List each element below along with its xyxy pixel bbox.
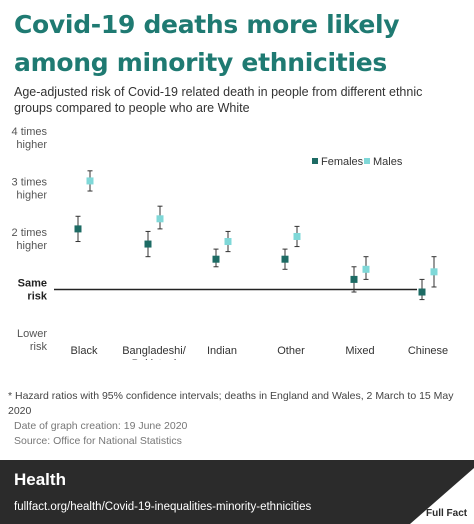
chart-title: Covid-19 deaths more likely among minori… — [14, 10, 400, 77]
footer-brand: Full Fact — [426, 508, 468, 519]
legend: Females Males — [312, 156, 403, 168]
point-males-0 — [86, 170, 94, 192]
point-marker — [144, 240, 152, 248]
footer-url-link[interactable]: fullfact.org/health/Covid-19-inequalitie… — [14, 501, 312, 513]
y-tick-label-0: 4 times higher — [12, 126, 48, 151]
point-females-5 — [418, 278, 426, 301]
legend-swatch — [312, 158, 318, 164]
legend-item-males: Males — [364, 156, 403, 168]
y-tick-label-3: Same risk — [18, 278, 48, 303]
data-marks — [74, 170, 438, 301]
point-marker — [281, 255, 289, 263]
point-marker — [362, 265, 370, 273]
footnote-date: Date of graph creation: 19 June 2020 — [14, 420, 188, 432]
footnote-main: * Hazard ratios with 95% confidence inte… — [8, 390, 454, 417]
point-males-5 — [430, 256, 438, 288]
point-marker — [224, 238, 232, 246]
point-females-1 — [144, 230, 152, 258]
point-females-2 — [212, 248, 220, 268]
point-females-3 — [281, 248, 289, 270]
point-marker — [293, 232, 301, 240]
legend-item-females: Females — [312, 156, 364, 168]
x-tick-label-1: Bangladeshi/Pakistani — [122, 345, 187, 360]
risk-chart: 4 times higher 3 times higher 2 times higher S… — [12, 126, 449, 360]
x-tick-label-0: Black — [71, 345, 98, 357]
logo-triangle-icon — [410, 468, 474, 524]
footnote-source: Source: Office for National Statistics — [14, 435, 182, 447]
point-females-4 — [350, 266, 358, 293]
point-marker — [74, 225, 82, 233]
footer-logo-shape — [410, 468, 474, 524]
x-tick-label-2: Indian — [207, 345, 237, 357]
footer: Health fullfact.org/health/Covid-19-ineq… — [0, 460, 474, 524]
y-axis: 4 times higher 3 times higher 2 times higher S… — [12, 126, 48, 353]
footnotes: * Hazard ratios with 95% confidence inte… — [8, 389, 464, 449]
legend-swatch — [364, 158, 370, 164]
y-tick-label-1: 3 times higher — [12, 177, 48, 202]
legend-label: Males — [373, 156, 403, 168]
point-males-4 — [362, 256, 370, 280]
x-tick-label-4: Mixed — [345, 345, 374, 357]
point-marker — [86, 177, 94, 185]
point-females-0 — [74, 215, 82, 243]
footer-section-title: Health — [14, 470, 66, 489]
point-marker — [156, 215, 164, 223]
x-tick-label-3: Other — [277, 345, 305, 357]
x-axis: Black Bangladeshi/Pakistani Indian Other Mix… — [71, 345, 449, 360]
y-tick-label-2: 2 times higher — [12, 227, 48, 252]
point-males-1 — [156, 205, 164, 230]
chart-subtitle: Age-adjusted risk of Covid-19 related de… — [14, 85, 423, 115]
legend-label: Females — [321, 156, 364, 168]
point-marker — [430, 268, 438, 276]
point-marker — [350, 275, 358, 283]
point-males-3 — [293, 225, 301, 248]
point-marker — [418, 288, 426, 296]
point-marker — [212, 255, 220, 263]
point-males-2 — [224, 230, 232, 253]
x-tick-label-5: Chinese — [408, 345, 448, 357]
y-tick-label-4: Lower risk — [17, 328, 47, 353]
